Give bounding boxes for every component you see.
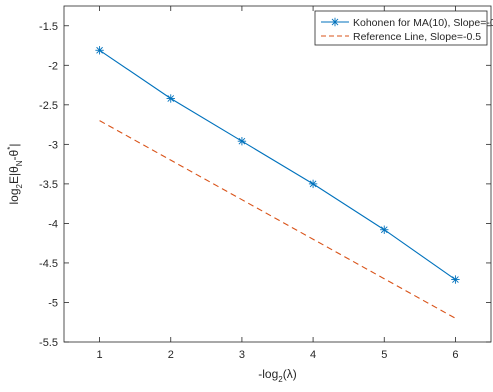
y-axis-label-suffix: | bbox=[7, 144, 21, 147]
marker-stroke bbox=[309, 180, 317, 188]
y-tick-label: -2 bbox=[48, 60, 58, 72]
x-tick-label: 6 bbox=[452, 349, 458, 361]
marker-stroke bbox=[96, 46, 103, 54]
x-axis-label-prefix: -log bbox=[258, 367, 278, 381]
axes-box bbox=[63, 5, 492, 343]
y-axis-label-prefix: log bbox=[7, 188, 21, 204]
axes-layer: 1 2 3 4 5 6 -1.5 -2 -2.5 -3 -3.5 -4 -4.5 -5 -5.5 bbox=[39, 5, 492, 361]
y-axis-label: log2E|θN-θ*| bbox=[6, 144, 24, 205]
marker-stroke bbox=[331, 18, 339, 26]
y-tick-label: -5.5 bbox=[39, 337, 58, 349]
x-tick-label: 4 bbox=[310, 349, 316, 361]
y-tick-label: -2.5 bbox=[39, 100, 58, 112]
legend: Kohonen for MA(10), Slope=-0.57264 Refer… bbox=[314, 10, 493, 46]
data-point-marker bbox=[380, 225, 389, 234]
y-axis-label-sub2: N bbox=[15, 160, 24, 166]
x-tick-label: 2 bbox=[168, 349, 174, 361]
x-tick-label: 5 bbox=[381, 349, 387, 361]
y-tick-label: -3 bbox=[48, 139, 58, 151]
y-tick-label: -5 bbox=[48, 297, 58, 309]
y-tick-label: -4.5 bbox=[39, 258, 58, 270]
x-axis-label: -log2(λ) bbox=[258, 367, 296, 384]
legend-text-kohonen: Kohonen for MA(10), Slope=-0.57264 bbox=[353, 17, 493, 29]
marker-stroke bbox=[452, 276, 459, 283]
y-tick-label: -4 bbox=[48, 218, 58, 230]
legend-marker-kohonen bbox=[330, 17, 340, 27]
series-line-0 bbox=[99, 49, 456, 280]
x-tick-label: 1 bbox=[97, 349, 103, 361]
plot-area bbox=[64, 6, 491, 342]
x-axis-label-suffix: (λ) bbox=[283, 367, 297, 381]
data-point-marker bbox=[166, 94, 175, 103]
series-line-1 bbox=[99, 120, 456, 319]
data-point-marker bbox=[237, 136, 247, 146]
series-layer bbox=[95, 46, 460, 319]
x-axis-label-sub: 2 bbox=[278, 375, 283, 384]
data-point-marker bbox=[451, 275, 460, 284]
data-point-marker bbox=[95, 46, 104, 55]
y-tick-label: -1.5 bbox=[39, 21, 58, 33]
y-tick-label: -3.5 bbox=[39, 179, 58, 191]
legend-box bbox=[314, 10, 488, 46]
x-tick-label: 3 bbox=[239, 349, 245, 361]
y-axis-label-sup: * bbox=[6, 147, 15, 150]
marker-stroke bbox=[380, 226, 388, 234]
y-axis-label-mid2: -θ bbox=[7, 149, 21, 160]
legend-text-reference: Reference Line, Slope=-0.5 bbox=[353, 31, 481, 43]
y-axis-label-mid: E|θ bbox=[7, 166, 21, 184]
marker-stroke bbox=[238, 137, 246, 145]
data-point-marker bbox=[308, 179, 318, 189]
y-axis-label-sub: 2 bbox=[15, 183, 24, 188]
marker-stroke bbox=[167, 95, 175, 102]
